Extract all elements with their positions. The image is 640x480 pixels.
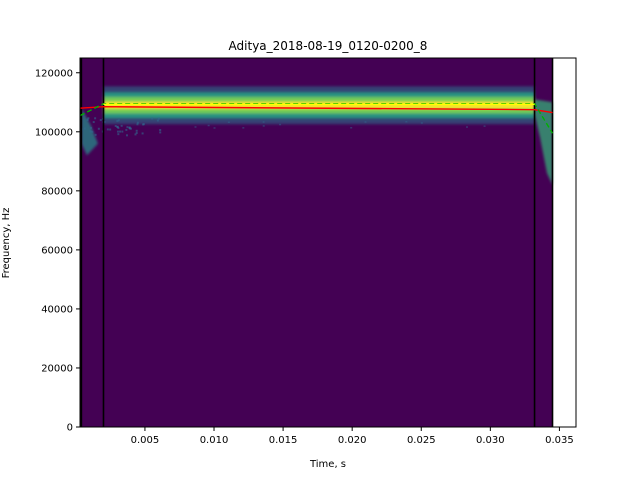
noise-dot	[103, 120, 106, 123]
noise-dot	[117, 133, 120, 136]
noise-dot	[465, 126, 468, 128]
noise-dot	[483, 125, 486, 127]
noise-dot	[279, 123, 282, 126]
noise-dot	[350, 126, 353, 129]
noise-dot	[116, 119, 119, 122]
noise-dot	[90, 126, 93, 129]
y-axis-label: Frequency, Hz	[1, 208, 12, 279]
noise-dot	[91, 130, 94, 133]
y-axis: 0 20000 40000 60000 80000 100000 120000	[35, 68, 80, 434]
noise-dot	[159, 128, 162, 131]
x-tick-label: 0.020	[338, 435, 367, 446]
noise-dot	[135, 129, 138, 132]
noise-dot	[405, 120, 408, 123]
noise-dot	[157, 117, 160, 120]
noise-dot	[121, 130, 124, 133]
noise-dot	[213, 127, 216, 129]
noise-dot	[128, 126, 131, 129]
noise-dot	[262, 121, 265, 123]
noise-dot	[89, 130, 92, 133]
noise-dot	[87, 117, 90, 120]
noise-dot	[109, 128, 112, 131]
y-tick-label: 80000	[41, 186, 73, 197]
x-tick-label: 0.030	[476, 435, 505, 446]
noise-dot	[242, 127, 245, 129]
noise-dot	[97, 127, 100, 130]
x-axis-label: Time, s	[309, 459, 346, 470]
call-energy-band	[103, 86, 535, 125]
noise-dot	[364, 121, 367, 123]
noise-dot	[134, 133, 137, 136]
overlay-line	[79, 106, 553, 114]
plot-area	[79, 58, 554, 427]
noise-dot	[136, 123, 139, 126]
x-tick-label: 0.035	[545, 435, 574, 446]
noise-dot	[136, 121, 139, 124]
x-tick-label: 0.025	[407, 435, 436, 446]
noise-dot	[156, 119, 159, 122]
x-tick-label: 0.010	[200, 435, 229, 446]
y-tick-label: 40000	[41, 304, 73, 315]
noise-dot	[106, 128, 109, 131]
noise-dot	[141, 132, 144, 135]
noise-dot	[116, 130, 119, 133]
x-tick-label: 0.015	[269, 435, 298, 446]
noise-dot	[151, 117, 154, 120]
x-tick-label: 0.005	[131, 435, 160, 446]
terminal-sweep	[534, 99, 553, 185]
noise-dot	[86, 118, 89, 121]
noise-dot	[116, 125, 119, 128]
noise-dot	[94, 117, 97, 120]
noise-dot	[125, 134, 128, 137]
noise-dot	[117, 119, 120, 122]
noise-dot	[83, 127, 86, 130]
noise-dot	[125, 128, 128, 131]
x-axis: 0.005 0.010 0.015 0.020 0.025 0.030 0.035	[131, 427, 574, 446]
noise-dot	[159, 131, 162, 134]
noise-dot	[94, 133, 97, 136]
noise-dot	[207, 124, 210, 127]
noise-dot	[129, 127, 132, 130]
y-tick-label: 120000	[35, 68, 73, 79]
noise-dot	[117, 126, 120, 129]
y-tick-label: 0	[67, 423, 73, 434]
y-tick-label: 100000	[35, 127, 73, 138]
noise-dot	[120, 124, 123, 127]
noise-dot	[135, 131, 138, 134]
noise-dot	[114, 125, 117, 128]
noise-dot	[141, 123, 144, 126]
noise-dot	[194, 126, 197, 128]
y-tick-label: 20000	[41, 363, 73, 374]
noise-dot	[119, 130, 122, 133]
chart-title: Aditya_2018-08-19_0120-0200_8	[229, 39, 428, 53]
axes-frame	[79, 57, 577, 428]
noise-dot	[420, 122, 423, 124]
noise-dot	[99, 119, 102, 122]
noise-dot	[92, 121, 95, 124]
noise-dot	[227, 121, 230, 124]
y-tick-label: 60000	[41, 245, 73, 256]
noise-dot	[126, 126, 129, 129]
band-layer	[103, 101, 535, 109]
noise-dot	[262, 125, 265, 127]
